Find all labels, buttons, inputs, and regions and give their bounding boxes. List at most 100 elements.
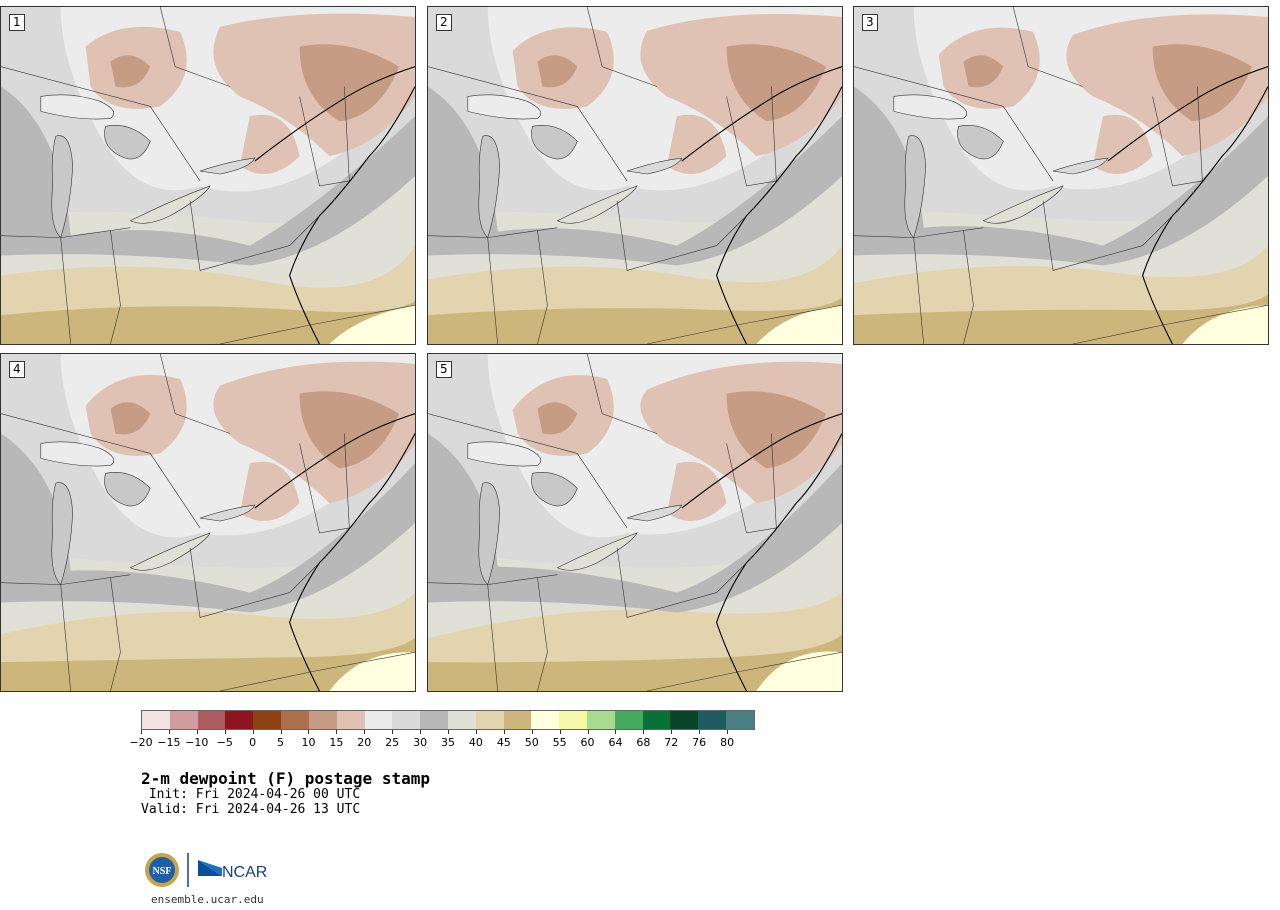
- lake-ontario: [199, 157, 256, 175]
- colorbar-swatch: [559, 711, 587, 729]
- colorbar-tick-label: 30: [413, 736, 428, 749]
- colorbar-tick-label: −20: [129, 736, 153, 749]
- border-line: [299, 433, 350, 534]
- colorbar-tick-mark: [252, 730, 254, 734]
- map-panel-5: 5: [427, 353, 843, 692]
- dewpoint-band-45: [428, 271, 842, 344]
- st-lawrence-river: [254, 66, 415, 162]
- dry-area: [1092, 114, 1153, 175]
- dry-core: [726, 391, 827, 469]
- panel-number: 3: [862, 14, 878, 31]
- border-line: [1, 413, 201, 529]
- panel-number: 1: [9, 14, 25, 31]
- lake-huron: [957, 125, 1004, 160]
- dry-core: [299, 44, 400, 122]
- lake-erie: [556, 185, 638, 224]
- lake-ontario: [1052, 157, 1109, 175]
- atlantic-coastline: [1142, 86, 1268, 344]
- border-line: [646, 651, 842, 691]
- colorbar: [141, 710, 755, 730]
- colorbar-tick-mark: [196, 730, 198, 734]
- map-panel-4: 4: [0, 353, 416, 692]
- border-line: [726, 433, 777, 534]
- dry-core: [963, 55, 1004, 88]
- colorbar-tick-label: −5: [216, 736, 233, 749]
- dewpoint-map: [854, 7, 1268, 344]
- dry-core: [537, 402, 578, 435]
- colorbar-tick-label: 35: [441, 736, 455, 749]
- colorbar-tick-label: −10: [185, 736, 209, 749]
- border-line: [1152, 86, 1203, 187]
- colorbar-tick-label: 76: [692, 736, 707, 749]
- dewpoint-map: [428, 354, 842, 691]
- colorbar-swatch: [308, 711, 337, 729]
- border-line: [1042, 200, 1173, 271]
- border-line: [854, 66, 1054, 182]
- border-line: [299, 86, 350, 187]
- colorbar-swatch: [420, 711, 448, 729]
- colorbar-tick-mark: [671, 730, 673, 734]
- colorbar-swatch: [587, 711, 615, 729]
- colorbar-tick-label: 72: [664, 736, 679, 749]
- colorbar-swatch: [364, 711, 393, 729]
- colorbar-tick-mark: [168, 730, 170, 734]
- border-line: [1072, 304, 1268, 344]
- ncar-logo-text: NCAR: [222, 864, 267, 881]
- colorbar-swatch: [197, 711, 226, 729]
- colorbar-swatch: [642, 711, 671, 729]
- atlantic-coastline: [289, 433, 415, 691]
- colorbar-tick-mark: [503, 730, 505, 734]
- border-line: [60, 577, 121, 691]
- colorbar-tick-label: 50: [524, 736, 539, 749]
- colorbar-tick-mark: [559, 730, 561, 734]
- border-line: [586, 7, 657, 87]
- st-lawrence-river: [1107, 66, 1268, 162]
- dewpoint-band-30: [854, 86, 1268, 266]
- colorbar-tick-label: 64: [608, 736, 623, 749]
- map-panel-1: 1: [0, 6, 416, 345]
- lake-superior: [893, 94, 968, 120]
- panel-number: 5: [436, 361, 452, 378]
- dry-core: [537, 55, 578, 88]
- dewpoint-band-50: [329, 652, 415, 691]
- dry-core: [1152, 44, 1253, 122]
- lake-huron: [104, 472, 151, 507]
- lake-erie: [129, 185, 211, 224]
- border-line: [219, 651, 415, 691]
- dry-area: [666, 114, 727, 175]
- colorbar-tick-label: 10: [301, 736, 316, 749]
- colorbar-tick-mark: [643, 730, 645, 734]
- st-lawrence-river: [254, 413, 415, 509]
- lake-ontario: [626, 157, 683, 175]
- dry-core: [110, 402, 151, 435]
- colorbar-swatch: [726, 711, 754, 729]
- colorbar-tick-mark: [615, 730, 617, 734]
- lake-erie: [982, 185, 1064, 224]
- dewpoint-map: [1, 354, 415, 691]
- dewpoint-band-30: [1, 433, 415, 613]
- colorbar-tick-mark: [448, 730, 449, 734]
- atlantic-coastline: [716, 86, 842, 344]
- website-url: ensemble.ucar.edu: [151, 893, 264, 906]
- lake-superior: [40, 441, 115, 467]
- border-line: [60, 230, 121, 344]
- dewpoint-band-45: [1, 610, 415, 691]
- valid-time: Valid: Fri 2024-04-26 13 UTC: [141, 802, 361, 817]
- lake-ontario: [626, 504, 683, 522]
- colorbar-tick-mark: [420, 730, 422, 734]
- colorbar-tick-mark: [475, 730, 477, 734]
- colorbar-swatch: [670, 711, 699, 729]
- colorbar-swatch: [614, 711, 643, 729]
- dewpoint-band-45: [428, 606, 842, 691]
- st-lawrence-river: [681, 413, 842, 509]
- colorbar-tick-label: 45: [496, 736, 511, 749]
- colorbar-swatch: [225, 711, 254, 729]
- dry-area: [239, 461, 300, 522]
- lake-ontario: [199, 504, 256, 522]
- lake-erie: [556, 532, 638, 571]
- colorbar-tick-label: 0: [249, 736, 257, 749]
- lake-huron: [531, 125, 578, 160]
- dewpoint-band-30: [428, 86, 842, 266]
- lake-huron: [104, 125, 151, 160]
- colorbar-tick-mark: [141, 730, 142, 734]
